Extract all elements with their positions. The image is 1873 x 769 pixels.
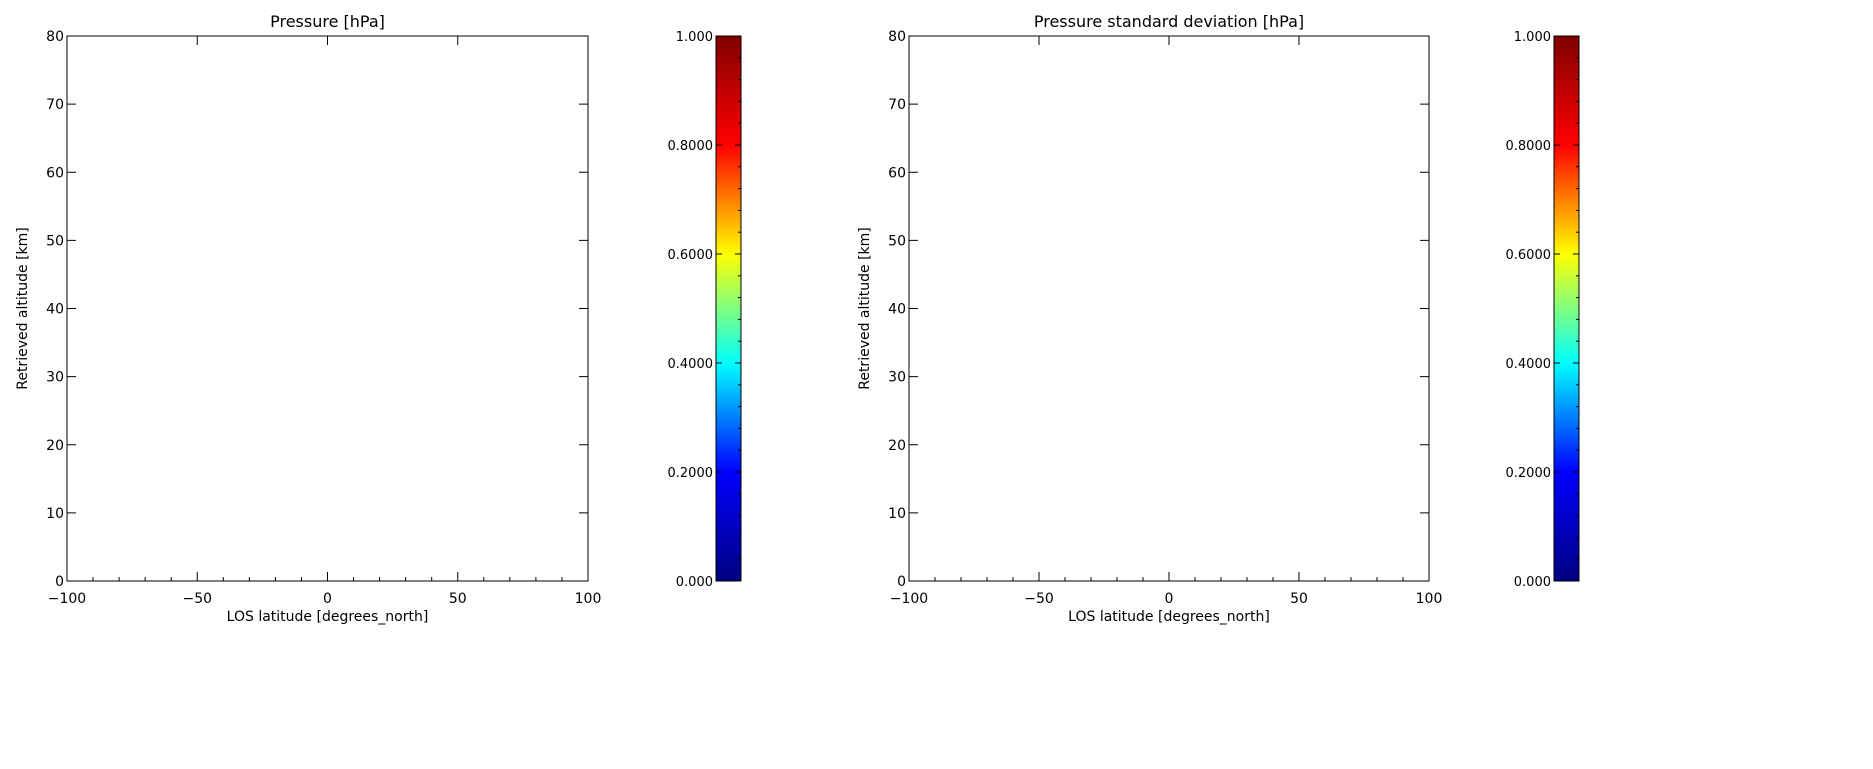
plot-frame xyxy=(908,35,1430,582)
y-tick-label: 70 xyxy=(46,97,64,113)
colorbar-tick-label: 0.6000 xyxy=(668,248,714,263)
y-tick-label: 40 xyxy=(46,302,64,318)
y-tick-label: 20 xyxy=(46,438,64,454)
colorbar-tick-label: 0.2000 xyxy=(1506,466,1552,481)
plot-frame xyxy=(66,35,589,582)
y-tick-label: 70 xyxy=(888,97,906,113)
y-tick-label: 0 xyxy=(55,574,64,590)
x-tick-label: −100 xyxy=(890,591,928,607)
chart-title: Pressure [hPa] xyxy=(270,12,385,31)
colorbar: 0.000 0.2000 0.4000 0.6000 0.8000 1.000 xyxy=(1506,30,1580,590)
y-axis-label: Retrieved altitude [km] xyxy=(15,227,31,390)
x-tick-label: −50 xyxy=(1024,591,1054,607)
y-tick-label: 20 xyxy=(888,438,906,454)
x-tick-label: −50 xyxy=(182,591,212,607)
y-tick-label: 60 xyxy=(46,165,64,181)
x-tick-label: −100 xyxy=(48,591,86,607)
colorbar-tick-label: 0.000 xyxy=(676,575,713,590)
colorbar-tick-label: 0.2000 xyxy=(668,466,714,481)
x-axis-label: LOS latitude [degrees_north] xyxy=(227,609,429,625)
x-tick-label: 50 xyxy=(1290,591,1308,607)
x-axis-label: LOS latitude [degrees_north] xyxy=(1068,609,1270,625)
y-tick-label: 50 xyxy=(888,233,906,249)
y-tick-label: 10 xyxy=(888,506,906,522)
colorbar-tick-label: 0.8000 xyxy=(1506,139,1552,154)
colorbar-tick-label: 0.6000 xyxy=(1506,248,1552,263)
y-tick-label: 0 xyxy=(897,574,906,590)
colorbar-tick-label: 0.4000 xyxy=(1506,357,1552,372)
chart-panel-2: Pressure standard deviation [hPa] −100 −50… xyxy=(857,12,1580,625)
colorbar-gradient xyxy=(715,35,742,582)
y-tick-label: 10 xyxy=(46,506,64,522)
colorbar-tick-label: 1.000 xyxy=(676,30,713,45)
colorbar-tick-label: 0.4000 xyxy=(668,357,714,372)
y-tick-label: 30 xyxy=(888,370,906,386)
y-tick-label: 80 xyxy=(888,29,906,45)
x-tick-label: 0 xyxy=(323,591,332,607)
colorbar-tick-label: 1.000 xyxy=(1514,30,1551,45)
x-tick-label: 100 xyxy=(575,591,602,607)
colorbar: 0.000 0.2000 0.4000 0.6000 0.8000 1.000 xyxy=(668,30,742,590)
y-tick-label: 40 xyxy=(888,302,906,318)
colorbar-tick-label: 0.8000 xyxy=(668,139,714,154)
colorbar-gradient xyxy=(1553,35,1580,582)
chart-title: Pressure standard deviation [hPa] xyxy=(1034,12,1304,31)
chart-panel-1: Pressure [hPa] −100 −50 0 50 100 0 10 20 30 40 50 60… xyxy=(15,12,742,625)
y-axis-label: Retrieved altitude [km] xyxy=(857,227,873,390)
x-tick-label: 50 xyxy=(449,591,467,607)
y-tick-label: 50 xyxy=(46,233,64,249)
x-tick-label: 100 xyxy=(1416,591,1443,607)
y-tick-label: 80 xyxy=(46,29,64,45)
x-tick-label: 0 xyxy=(1165,591,1174,607)
y-tick-label: 60 xyxy=(888,165,906,181)
colorbar-tick-label: 0.000 xyxy=(1514,575,1551,590)
y-tick-label: 30 xyxy=(46,370,64,386)
